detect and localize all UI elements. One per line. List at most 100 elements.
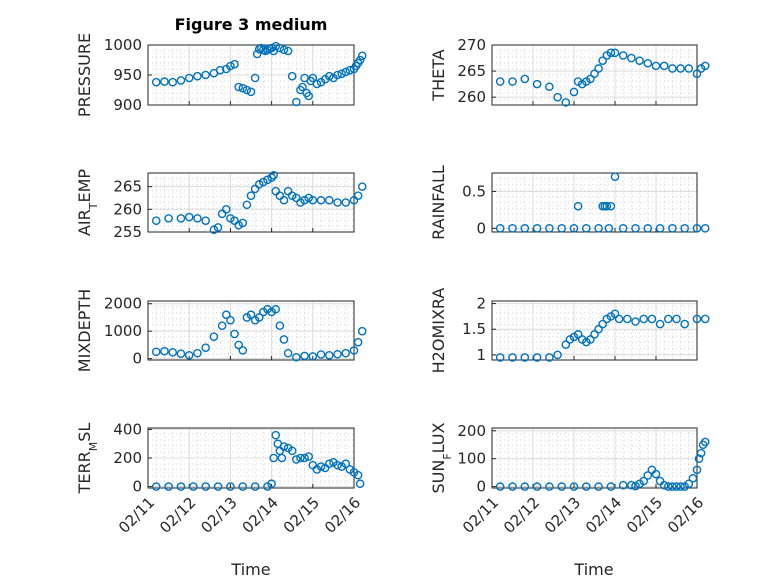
data-point	[569, 87, 579, 97]
y-axis-label: PRESSURE	[75, 33, 94, 117]
data-point	[267, 479, 276, 489]
data-point	[606, 201, 616, 211]
data-point	[271, 186, 281, 196]
y-axis-label: TERRMSL	[75, 423, 100, 495]
data-point	[594, 482, 603, 491]
data-point	[271, 41, 281, 51]
data-point	[263, 175, 272, 185]
data-point	[545, 353, 554, 362]
data-point	[532, 482, 542, 491]
y-tick-label: 100	[457, 450, 486, 468]
data-point	[333, 198, 342, 207]
subplot-mixdepth: 0 1000 2000 MIXDEPTH	[75, 289, 367, 372]
data-point	[532, 79, 542, 89]
data-point	[209, 225, 219, 235]
data-point	[586, 335, 595, 344]
data-point	[520, 224, 530, 233]
data-point	[201, 343, 210, 352]
x-tick-label: 02/13	[197, 494, 240, 537]
data-point	[337, 69, 346, 79]
data-point	[598, 56, 608, 65]
x-tick-label: 02/16	[664, 494, 707, 537]
data-point	[296, 198, 305, 207]
data-point	[269, 453, 278, 463]
data-point	[242, 85, 252, 95]
data-point	[692, 69, 702, 78]
data-point	[643, 224, 653, 233]
data-point	[639, 314, 649, 324]
data-point	[300, 195, 309, 205]
y-tick-label: 260	[457, 88, 486, 106]
data-point	[651, 469, 661, 479]
data-point	[296, 453, 305, 463]
y-axis-label: AIRTEMP	[75, 169, 100, 236]
x-tick-label: 02/11	[115, 494, 158, 537]
data-point	[659, 480, 669, 490]
data-point	[300, 351, 309, 361]
data-point	[271, 430, 281, 440]
data-point	[151, 77, 161, 87]
data-point	[151, 347, 161, 357]
data-point	[176, 482, 186, 491]
y-tick-label: 2000	[104, 295, 142, 313]
data-point	[627, 53, 636, 63]
data-point	[520, 74, 530, 84]
data-point	[304, 91, 313, 101]
data-point	[631, 481, 640, 491]
axes-frame	[147, 300, 355, 361]
data-point	[201, 482, 210, 491]
data-point	[623, 314, 632, 324]
data-point	[614, 314, 624, 324]
y-axis-label: SUNFLUX	[429, 422, 454, 493]
data-point	[680, 319, 690, 329]
data-point	[610, 48, 620, 58]
data-point	[230, 329, 239, 339]
data-point	[308, 352, 318, 361]
subplot-air: 255 260 265 AIRTEMP	[75, 169, 367, 241]
data-point	[606, 48, 616, 58]
data-point	[184, 73, 194, 83]
data-point	[246, 87, 256, 97]
y-tick-label: 200	[457, 422, 486, 440]
data-point	[324, 195, 334, 205]
data-point	[316, 462, 326, 471]
data-point	[664, 482, 673, 491]
data-point	[168, 348, 178, 357]
x-tick-label: 02/16	[321, 494, 364, 537]
data-point	[279, 442, 289, 451]
data-point	[250, 482, 260, 491]
data-point	[287, 191, 297, 200]
data-point	[279, 195, 289, 205]
data-point	[598, 319, 608, 329]
data-point	[676, 482, 685, 491]
data-point	[355, 479, 365, 489]
axes-frame	[147, 172, 355, 233]
y-tick-label: 265	[113, 178, 142, 196]
x-tick-label: 02/15	[623, 494, 666, 537]
data-point	[277, 453, 287, 463]
data-point	[573, 201, 583, 211]
data-point	[594, 64, 603, 73]
data-point	[635, 56, 644, 65]
data-point	[298, 82, 307, 92]
data-point	[221, 310, 231, 320]
y-tick-label: 1000	[104, 322, 142, 340]
data-point	[246, 310, 256, 320]
data-point	[643, 58, 653, 68]
data-point	[618, 51, 628, 60]
data-point	[324, 71, 334, 81]
data-point	[341, 459, 351, 469]
data-point	[353, 337, 363, 347]
data-point	[508, 224, 517, 233]
data-point	[213, 482, 223, 491]
data-point	[672, 314, 681, 324]
data-point	[582, 482, 591, 491]
data-point	[238, 83, 248, 93]
data-point	[193, 348, 202, 358]
data-point	[193, 214, 202, 223]
data-point	[279, 45, 289, 55]
axes-frame	[491, 427, 698, 489]
data-point	[201, 70, 210, 80]
data-point	[226, 61, 235, 71]
